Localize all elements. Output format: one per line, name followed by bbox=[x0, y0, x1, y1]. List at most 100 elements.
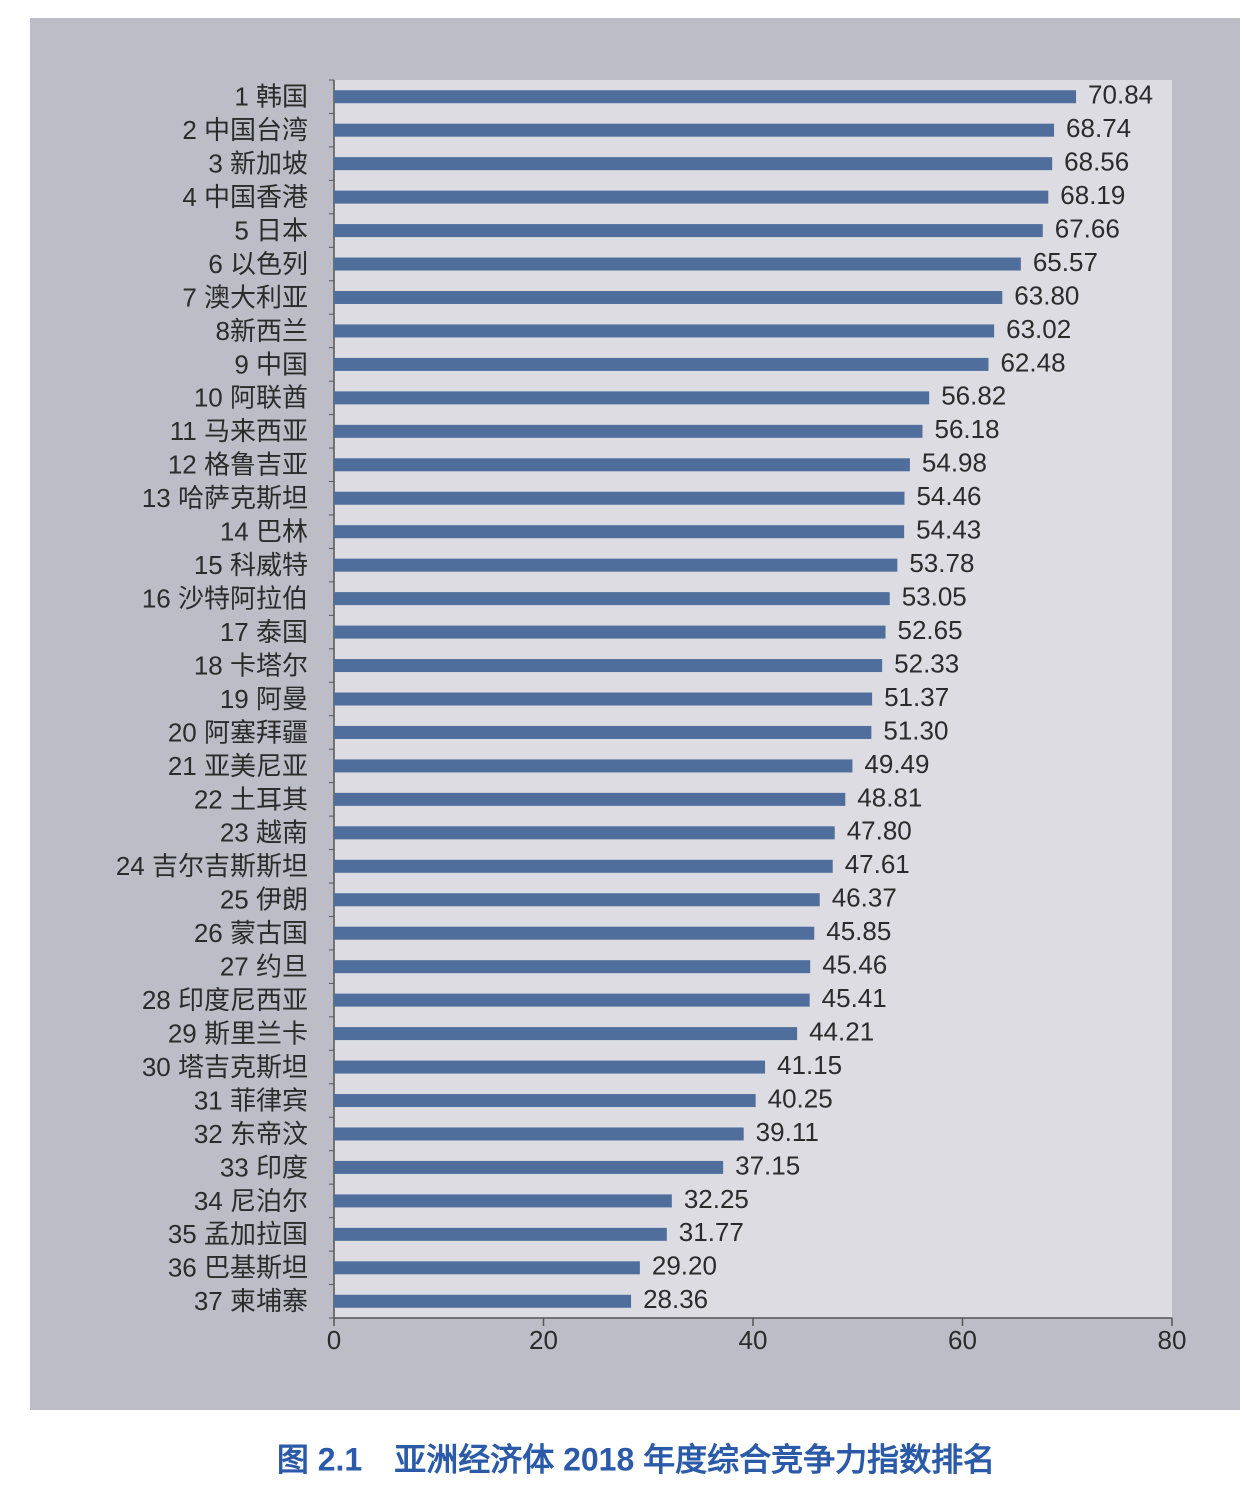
category-label: 17 泰国 bbox=[220, 617, 308, 647]
category-label: 34 尼泊尔 bbox=[194, 1186, 308, 1216]
bar bbox=[334, 859, 833, 873]
bar bbox=[334, 1127, 744, 1141]
value-label: 37.15 bbox=[735, 1150, 800, 1180]
value-label: 63.80 bbox=[1014, 280, 1079, 310]
category-label: 18 卡塔尔 bbox=[194, 650, 308, 680]
value-label: 52.33 bbox=[894, 648, 959, 678]
chart-title: 图 2.1 亚洲经济体 2018 年度综合竞争力指数排名 bbox=[277, 1441, 995, 1477]
value-label: 39.11 bbox=[756, 1117, 819, 1147]
value-label: 48.81 bbox=[857, 782, 922, 812]
value-label: 53.78 bbox=[909, 548, 974, 578]
value-label: 70.84 bbox=[1088, 80, 1153, 110]
category-label: 35 孟加拉国 bbox=[168, 1219, 308, 1249]
category-label: 24 吉尔吉斯斯坦 bbox=[116, 851, 308, 881]
category-label: 8新西兰 bbox=[216, 316, 308, 346]
category-label: 23 越南 bbox=[220, 818, 308, 848]
category-label: 33 印度 bbox=[220, 1152, 308, 1182]
bar bbox=[334, 357, 989, 371]
value-label: 56.82 bbox=[941, 381, 1006, 411]
bar bbox=[334, 1261, 640, 1275]
bar bbox=[334, 1094, 756, 1108]
bar bbox=[334, 90, 1077, 104]
category-label: 12 格鲁吉亚 bbox=[168, 450, 308, 480]
bar bbox=[334, 391, 930, 405]
category-label: 27 约旦 bbox=[220, 952, 308, 982]
category-label: 15 科威特 bbox=[194, 550, 308, 580]
category-label: 31 菲律宾 bbox=[194, 1085, 308, 1115]
bar bbox=[334, 893, 820, 907]
value-label: 54.43 bbox=[916, 515, 981, 545]
category-label: 30 塔吉克斯坦 bbox=[142, 1052, 308, 1082]
value-label: 46.37 bbox=[832, 883, 897, 913]
category-label: 36 巴基斯坦 bbox=[168, 1253, 308, 1283]
value-label: 68.19 bbox=[1060, 180, 1125, 210]
bar bbox=[334, 725, 872, 739]
bar bbox=[334, 525, 905, 539]
category-label: 21 亚美尼亚 bbox=[168, 751, 308, 781]
value-label: 32.25 bbox=[684, 1184, 749, 1214]
category-label: 28 印度尼西亚 bbox=[142, 985, 308, 1015]
bar bbox=[334, 491, 905, 505]
value-label: 63.02 bbox=[1006, 314, 1071, 344]
bar bbox=[334, 993, 810, 1007]
bar bbox=[334, 157, 1053, 171]
bar bbox=[334, 625, 886, 639]
category-label: 11 马来西亚 bbox=[170, 416, 308, 446]
value-label: 68.56 bbox=[1064, 147, 1129, 177]
value-label: 44.21 bbox=[809, 1016, 874, 1046]
bar bbox=[334, 759, 853, 773]
x-tick-label: 40 bbox=[739, 1325, 768, 1355]
bar bbox=[334, 826, 835, 840]
category-label: 37 柬埔寨 bbox=[194, 1286, 308, 1316]
bar bbox=[334, 960, 811, 974]
category-label: 20 阿塞拜疆 bbox=[168, 717, 308, 747]
value-label: 45.46 bbox=[822, 950, 887, 980]
value-label: 45.41 bbox=[822, 983, 887, 1013]
bar bbox=[334, 792, 846, 806]
value-label: 68.74 bbox=[1066, 113, 1131, 143]
bar bbox=[334, 190, 1049, 204]
bar bbox=[334, 458, 910, 472]
value-label: 45.85 bbox=[826, 916, 891, 946]
bar bbox=[334, 1160, 724, 1174]
category-label: 6 以色列 bbox=[208, 249, 308, 279]
x-tick-label: 60 bbox=[948, 1325, 977, 1355]
value-label: 62.48 bbox=[1000, 347, 1065, 377]
bar bbox=[334, 1194, 672, 1208]
value-label: 40.25 bbox=[768, 1083, 833, 1113]
category-label: 4 中国香港 bbox=[182, 182, 308, 212]
value-label: 54.46 bbox=[916, 481, 981, 511]
category-label: 10 阿联酋 bbox=[194, 383, 308, 413]
bar bbox=[334, 290, 1003, 304]
bar bbox=[334, 257, 1021, 271]
value-label: 28.36 bbox=[643, 1284, 708, 1314]
x-tick-label: 80 bbox=[1158, 1325, 1187, 1355]
bar bbox=[334, 659, 883, 673]
category-label: 1 韩国 bbox=[234, 82, 308, 112]
value-label: 29.20 bbox=[652, 1251, 717, 1281]
value-label: 47.61 bbox=[845, 849, 910, 879]
bar bbox=[334, 592, 890, 606]
category-label: 3 新加坡 bbox=[208, 149, 308, 179]
bar bbox=[334, 123, 1055, 137]
bar bbox=[334, 1027, 798, 1041]
bar bbox=[334, 692, 873, 706]
x-tick-label: 0 bbox=[327, 1325, 341, 1355]
value-label: 56.18 bbox=[934, 414, 999, 444]
bar bbox=[334, 424, 923, 438]
category-label: 5 日本 bbox=[234, 215, 308, 245]
bar bbox=[334, 1294, 632, 1308]
value-label: 51.37 bbox=[884, 682, 949, 712]
category-label: 2 中国台湾 bbox=[182, 115, 308, 145]
bar bbox=[334, 558, 898, 572]
value-label: 67.66 bbox=[1055, 213, 1120, 243]
category-label: 13 哈萨克斯坦 bbox=[142, 483, 308, 513]
category-label: 29 斯里兰卡 bbox=[168, 1018, 308, 1048]
bar bbox=[334, 324, 995, 338]
bar bbox=[334, 1060, 766, 1074]
bar bbox=[334, 926, 815, 940]
category-label: 16 沙特阿拉伯 bbox=[142, 583, 308, 613]
value-label: 52.65 bbox=[898, 615, 963, 645]
value-label: 49.49 bbox=[864, 749, 929, 779]
